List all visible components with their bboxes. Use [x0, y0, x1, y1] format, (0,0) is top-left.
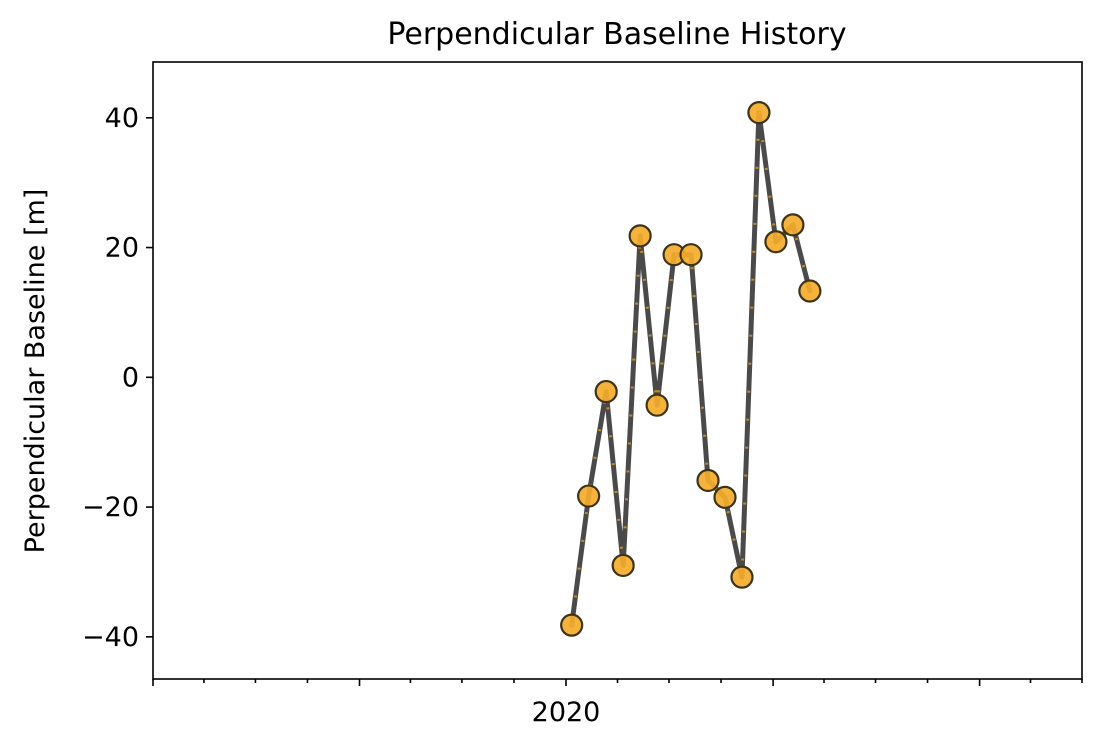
- data-point: [577, 484, 601, 508]
- data-point: [781, 213, 805, 237]
- plot-frame: [152, 61, 1083, 680]
- plot-area: [560, 101, 822, 637]
- data-point: [764, 230, 788, 254]
- x-tick-label: 2020: [532, 697, 601, 728]
- data-point: [628, 224, 652, 248]
- y-tick-label: 20: [105, 233, 139, 264]
- x-axis-ticks: 2020: [152, 679, 1083, 728]
- data-point: [560, 613, 584, 637]
- data-point: [611, 553, 635, 578]
- y-axis-ticks: −40 −20 0 20 40: [82, 103, 153, 653]
- data-point: [798, 279, 822, 303]
- chart-title: Perpendicular Baseline History: [387, 17, 846, 52]
- data-point: [696, 468, 720, 493]
- series-dash-line: [570, 112, 812, 626]
- y-axis-label: Perpendicular Baseline [m]: [20, 189, 51, 554]
- y-tick-label: 40: [105, 103, 139, 134]
- series-line: [569, 110, 813, 628]
- data-point: [679, 243, 703, 267]
- data-point: [747, 101, 771, 125]
- y-tick-label: −40: [82, 622, 139, 653]
- data-point: [713, 485, 737, 509]
- data-point: [730, 565, 754, 589]
- y-tick-label: −20: [82, 492, 139, 523]
- data-point: [594, 379, 618, 404]
- data-point: [645, 393, 669, 417]
- y-tick-label: 0: [122, 362, 139, 393]
